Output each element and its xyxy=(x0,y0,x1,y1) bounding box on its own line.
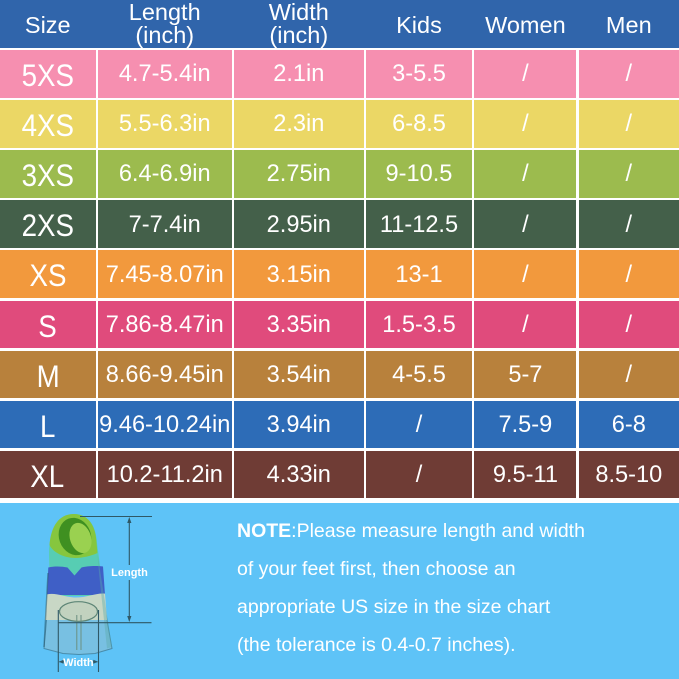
svg-text:Width: Width xyxy=(63,657,94,669)
svg-text:Length: Length xyxy=(111,567,148,579)
